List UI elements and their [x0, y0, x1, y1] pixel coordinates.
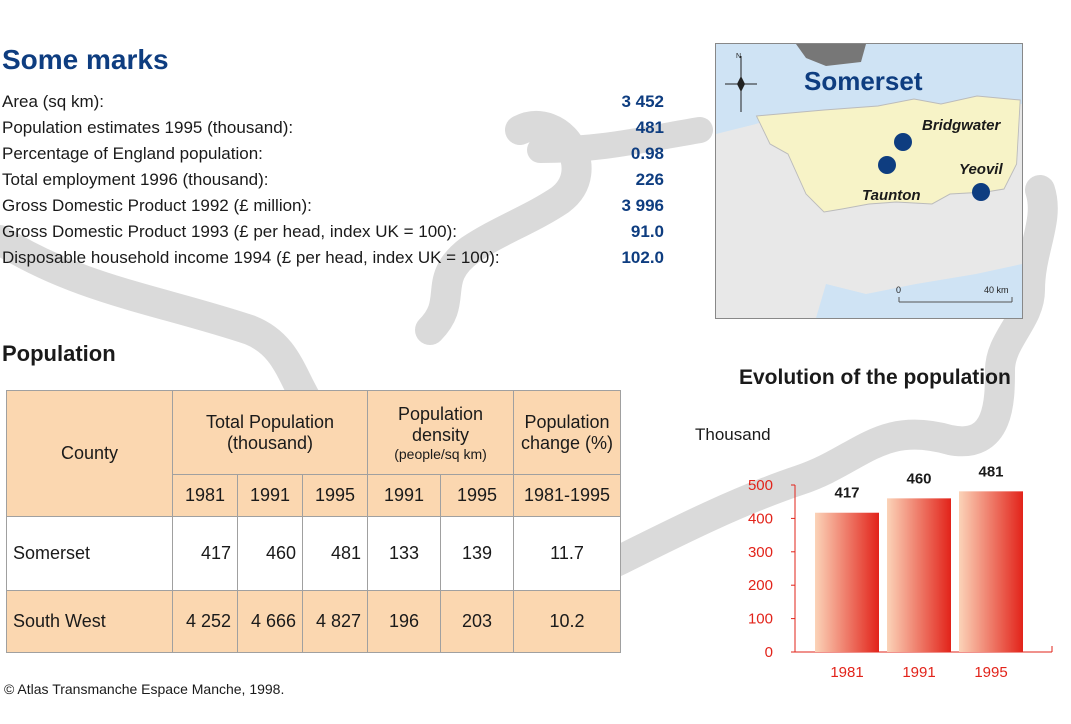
row-cell: 139	[440, 516, 514, 591]
subheader-cell: 1995	[440, 474, 514, 517]
mark-value: 3 996	[621, 196, 664, 215]
header-density: Population density (people/sq km)	[367, 390, 514, 475]
header-density-line2: density	[411, 424, 470, 445]
row-cell: 4 666	[237, 590, 303, 653]
header-county: County	[6, 390, 173, 517]
bar-1981	[815, 512, 879, 652]
town-dot-yeovil	[972, 183, 990, 201]
header-density-line1: Population	[397, 403, 484, 424]
scale-start-label: 0	[896, 285, 901, 295]
header-total-population: Total Population (thousand)	[172, 390, 368, 475]
town-label-bridgwater: Bridgwater	[922, 117, 1002, 134]
data-label: 460	[906, 470, 931, 487]
row-cell: 11.7	[513, 516, 621, 591]
subheader-cell: 1991	[367, 474, 441, 517]
chart-title: Evolution of the population	[739, 366, 1011, 389]
row-cell: 10.2	[513, 590, 621, 653]
subheader-cell: 1981	[172, 474, 238, 517]
map-sea	[716, 44, 1022, 134]
mark-value: 3 452	[621, 92, 664, 111]
population-bar-chart: Thousand 0 100 200 300 400 500 417 1981 460 1991 48…	[695, 425, 1053, 681]
mark-row: Disposable household income 1994 (£ per …	[2, 248, 664, 274]
row-county: Somerset	[6, 516, 173, 591]
mark-label: Area (sq km):	[2, 92, 105, 111]
mark-value: 91.0	[630, 222, 664, 241]
row-cell: 4 252	[172, 590, 238, 653]
row-cell: 417	[172, 516, 238, 591]
copyright-note: © Atlas Transmanche Espace Manche, 1998.	[4, 681, 285, 697]
row-cell: 133	[367, 516, 441, 591]
mark-row: Percentage of England population: 0.98	[2, 144, 664, 170]
mark-label: Percentage of England population:	[2, 144, 263, 163]
population-title: Population	[2, 341, 116, 366]
scale-bar	[898, 297, 1013, 303]
table-row: South West 4 252 4 666 4 827 196 203 10.…	[6, 590, 621, 653]
header-change-line1: Population	[524, 411, 610, 432]
mark-row: Population estimates 1995 (thousand): 481	[2, 118, 664, 144]
data-label: 417	[834, 485, 859, 502]
y-tick-label: 0	[765, 644, 773, 661]
header-total-population-line2: (thousand)	[226, 432, 314, 453]
compass-icon	[725, 56, 757, 112]
town-label-taunton: Taunton	[862, 187, 921, 204]
y-tick-label: 300	[748, 544, 773, 561]
somerset-county-shape	[755, 95, 1021, 213]
x-tick-label: 1981	[830, 664, 863, 681]
mark-value: 102.0	[621, 248, 664, 267]
map-graphic: N Somerset Bridgwater Taunton Yeovil 0 4…	[716, 44, 1022, 318]
town-label-yeovil: Yeovil	[959, 161, 1003, 178]
mark-row: Total employment 1996 (thousand): 226	[2, 170, 664, 196]
row-cell: 196	[367, 590, 441, 653]
town-dot-bridgwater	[894, 133, 912, 151]
bar-1995	[959, 491, 1023, 652]
subheader-cell: 1981-1995	[513, 474, 621, 517]
mark-row: Area (sq km): 3 452	[2, 92, 664, 118]
mark-row: Gross Domestic Product 1993 (£ per head,…	[2, 222, 664, 248]
y-tick-label: 200	[748, 577, 773, 594]
x-tick-label: 1995	[974, 664, 1007, 681]
mark-label: Gross Domestic Product 1992 (£ million):	[2, 196, 312, 215]
data-label: 481	[978, 463, 1003, 480]
mark-label: Total employment 1996 (thousand):	[2, 170, 269, 189]
header-change-line2: change (%)	[520, 432, 614, 453]
population-table: County Total Population (thousand) Popul…	[6, 390, 621, 653]
row-cell: 481	[302, 516, 368, 591]
map-title: Somerset	[804, 66, 923, 96]
somerset-map: N Somerset Bridgwater Taunton Yeovil 0 4…	[715, 43, 1023, 319]
mark-label: Gross Domestic Product 1993 (£ per head,…	[2, 222, 457, 241]
subheader-cell: 1995	[302, 474, 368, 517]
y-tick-label: 500	[748, 477, 773, 494]
header-density-line3: (people/sq km)	[394, 445, 487, 462]
header-change: Population change (%)	[513, 390, 621, 475]
bar-1991	[887, 498, 951, 652]
header-total-population-line1: Total Population	[205, 411, 335, 432]
mark-row: Gross Domestic Product 1992 (£ million):…	[2, 196, 664, 222]
mark-label: Population estimates 1995 (thousand):	[2, 118, 294, 137]
row-county: South West	[6, 590, 173, 653]
table-row: Somerset 417 460 481 133 139 11.7	[6, 516, 621, 591]
scale-end-label: 40 km	[984, 285, 1009, 295]
mark-value: 0.98	[630, 144, 664, 163]
x-tick-label: 1991	[902, 664, 935, 681]
subheader-cell: 1991	[237, 474, 303, 517]
mark-value: 481	[635, 118, 664, 137]
mark-label: Disposable household income 1994 (£ per …	[2, 248, 500, 267]
row-cell: 203	[440, 590, 514, 653]
row-cell: 4 827	[302, 590, 368, 653]
marks-title: Some marks	[2, 44, 169, 75]
chart-ylabel: Thousand	[695, 425, 771, 444]
map-sea	[816, 264, 1022, 318]
mark-value: 226	[635, 170, 664, 189]
map-sea-dark	[796, 44, 866, 66]
y-tick-label: 100	[748, 611, 773, 628]
y-tick-label: 400	[748, 510, 773, 527]
north-label: N	[736, 53, 741, 60]
row-cell: 460	[237, 516, 303, 591]
town-dot-taunton	[878, 156, 896, 174]
